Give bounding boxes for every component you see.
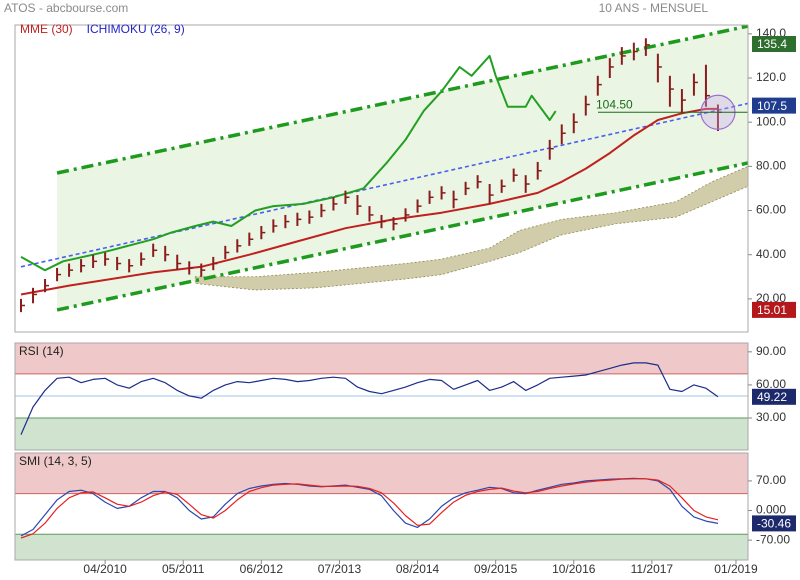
chart-subtitle: 10 ANS - MENSUEL xyxy=(599,1,709,15)
y-tick-label: 70.00 xyxy=(756,473,786,487)
panel-title: SMI (14, 3, 5) xyxy=(19,454,92,468)
y-tick-label: 80.00 xyxy=(756,159,786,173)
x-tick-label: 09/2015 xyxy=(474,562,518,576)
trend-line xyxy=(56,161,748,312)
y-tick-label: 120.0 xyxy=(756,70,786,84)
panel-frame xyxy=(14,452,749,561)
panel-title: RSI (14) xyxy=(19,344,64,358)
y-tick-label: 60.00 xyxy=(756,377,786,391)
value-badge xyxy=(752,35,796,52)
x-tick-label: 06/2012 xyxy=(240,562,284,576)
annotation-label: 104.50 xyxy=(596,97,633,111)
panel-frame xyxy=(14,24,749,333)
y-tick-label: 20.00 xyxy=(756,291,786,305)
value-badge-label: 15.01 xyxy=(757,303,787,317)
x-tick-label: 05/2011 xyxy=(162,562,205,576)
zone xyxy=(15,343,748,374)
value-badge xyxy=(752,97,796,114)
value-badge-label: 107.5 xyxy=(757,99,787,113)
y-tick-label: -70.00 xyxy=(756,532,790,546)
x-tick-label: 07/2013 xyxy=(318,562,362,576)
channel-fill xyxy=(57,26,748,310)
plot-area xyxy=(15,453,748,560)
x-tick-label: 04/2010 xyxy=(83,562,127,576)
zone xyxy=(15,534,748,560)
plot-area xyxy=(15,343,748,450)
zone xyxy=(15,453,748,494)
y-tick-label: 100.0 xyxy=(756,114,786,128)
series-line xyxy=(20,477,719,537)
value-badge-label: 49.22 xyxy=(757,390,787,404)
series-line xyxy=(20,362,719,435)
plot-area xyxy=(20,25,748,313)
x-tick-label: 10/2016 xyxy=(552,562,596,576)
y-tick-label: 30.00 xyxy=(756,410,786,424)
value-badge xyxy=(752,388,796,405)
value-badge xyxy=(752,301,796,318)
series-line xyxy=(20,54,557,272)
value-badge-label: 135.4 xyxy=(757,37,787,51)
chart-title: ATOS - abcbourse.com xyxy=(4,1,128,15)
x-tick-label: 11/2017 xyxy=(631,562,674,576)
series-line xyxy=(20,478,719,539)
legend-entry: ICHIMOKU (26, 9) xyxy=(87,22,185,36)
legend-entry: MME (30) xyxy=(20,22,73,36)
panel-frame xyxy=(14,342,749,451)
trend-line xyxy=(20,102,748,268)
trend-line xyxy=(56,25,748,175)
y-tick-label: 40.00 xyxy=(756,247,786,261)
value-badge-label: -30.46 xyxy=(757,517,791,531)
ichimoku-cloud xyxy=(194,165,748,291)
x-tick-label: 01/2019 xyxy=(714,562,758,576)
y-tick-label: 90.00 xyxy=(756,344,786,358)
x-tick-label: 08/2014 xyxy=(396,562,440,576)
value-badge xyxy=(752,515,796,532)
y-tick-label: 0.000 xyxy=(756,503,786,517)
zone xyxy=(15,418,748,450)
y-tick-label: 60.00 xyxy=(756,203,786,217)
